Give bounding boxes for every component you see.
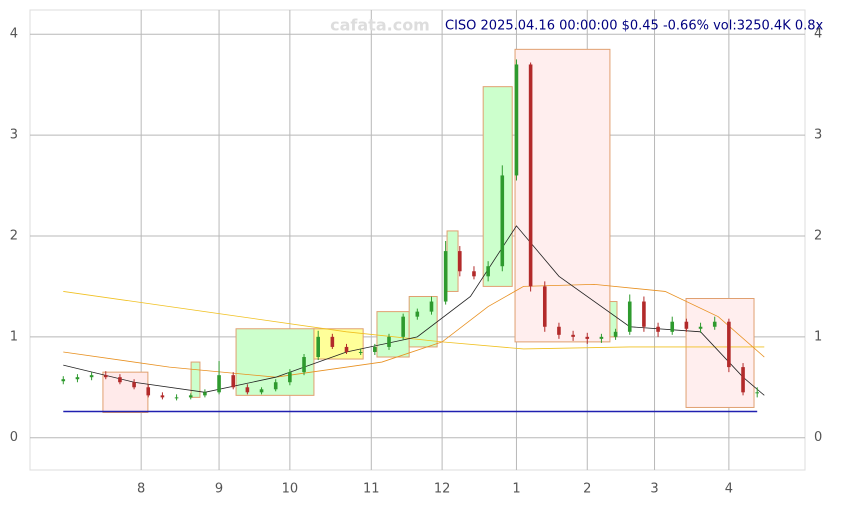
chart-title: CISO 2025.04.16 00:00:00 $0.45 -0.66% vo…: [445, 19, 824, 34]
candle-body: [118, 377, 122, 383]
candle-body: [514, 64, 519, 176]
plot-frame: [29, 9, 806, 471]
candle-body: [613, 331, 618, 337]
watermark: cafata.com: [330, 16, 430, 35]
range-box: [102, 371, 149, 413]
x-tick-label: 3: [650, 482, 658, 497]
candle-body: [670, 321, 675, 332]
candle-body: [103, 375, 108, 378]
candle-body: [486, 266, 490, 277]
candle-body: [684, 321, 689, 329]
candle-body: [443, 251, 448, 302]
candle-body: [500, 175, 505, 267]
y-tick-label-right: 3: [814, 128, 822, 143]
candle-body: [344, 346, 349, 352]
candle-body: [146, 387, 151, 396]
x-tick-label: 12: [434, 482, 451, 497]
x-tick-label: 8: [137, 482, 145, 497]
candle-body: [288, 372, 292, 383]
y-tick-label-right: 2: [814, 228, 822, 243]
y-tick-label: 0: [10, 430, 18, 445]
x-tick-label: 11: [363, 482, 380, 497]
candle-body: [542, 286, 547, 327]
x-tick-label: 1: [512, 482, 520, 497]
candle-body: [642, 301, 646, 327]
candle-body: [458, 251, 462, 272]
candle-body: [698, 326, 703, 329]
y-tick-label-right: 4: [814, 27, 822, 42]
candle-body: [557, 326, 561, 335]
x-tick-label: 10: [282, 482, 299, 497]
candle-body: [174, 397, 179, 399]
candle-body: [89, 375, 94, 378]
y-tick-label: 3: [10, 128, 18, 143]
candle-body: [727, 321, 731, 368]
y-tick-label: 2: [10, 228, 18, 243]
candle-body: [302, 357, 306, 373]
candle-body: [415, 311, 420, 317]
x-tick-label: 4: [725, 482, 733, 497]
candle-body: [245, 387, 250, 393]
candle-body: [741, 367, 745, 393]
candle-body: [387, 336, 391, 347]
candle-body: [571, 334, 575, 337]
candle-body: [599, 336, 604, 339]
candle-body: [755, 392, 760, 394]
x-tick-label: 9: [215, 482, 223, 497]
candle-body: [358, 351, 363, 353]
y-tick-label-right: 0: [814, 430, 822, 445]
candle-body: [188, 395, 193, 398]
candle-body: [656, 326, 660, 332]
range-box: [190, 361, 201, 398]
candle-body: [203, 392, 207, 396]
candle-body: [472, 271, 476, 277]
x-tick-label: 2: [583, 482, 591, 497]
range-box: [609, 301, 618, 338]
indicator-line: [63, 283, 765, 378]
candle-body: [75, 377, 80, 380]
candle-body: [61, 379, 66, 382]
candle-body: [330, 336, 335, 347]
candle-body: [585, 336, 590, 339]
candle-body: [160, 395, 165, 398]
y-tick-label: 4: [10, 27, 18, 42]
y-tick-label: 1: [10, 329, 18, 344]
candle-body: [401, 316, 405, 337]
candle-body: [273, 382, 278, 390]
candle-body: [712, 321, 717, 327]
candle-body: [132, 382, 136, 388]
candle-body: [259, 389, 264, 393]
range-box: [482, 86, 513, 287]
candle-body: [373, 346, 377, 352]
candle-body: [231, 375, 236, 388]
candle-body: [429, 301, 434, 312]
candle-body: [217, 375, 221, 393]
candle-body: [627, 301, 632, 332]
y-tick-label-right: 1: [814, 329, 822, 344]
range-box: [313, 328, 364, 360]
range-box: [446, 230, 459, 292]
candle-body: [316, 336, 320, 358]
candle-body: [528, 64, 533, 287]
